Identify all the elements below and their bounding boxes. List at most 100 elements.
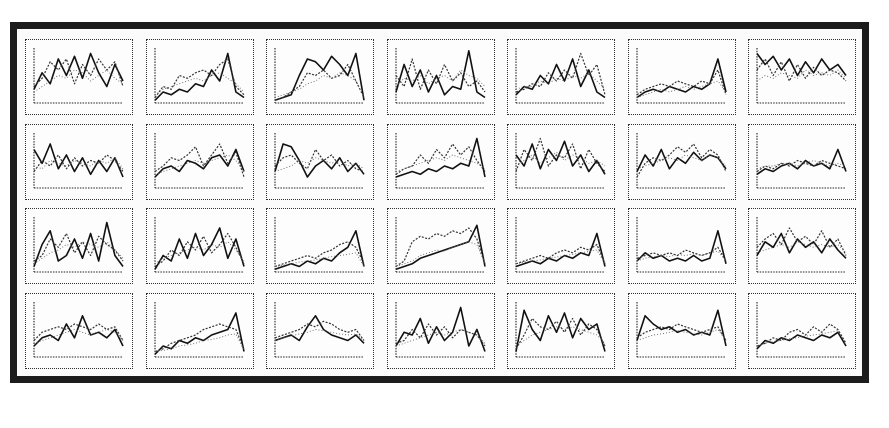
chart-panel [25, 123, 133, 200]
panel-plot [756, 301, 847, 358]
series-line [756, 53, 847, 77]
series-line [274, 156, 365, 172]
series-line [154, 322, 245, 352]
series-line [756, 330, 847, 349]
series-line [515, 232, 606, 268]
series-line [274, 252, 365, 267]
series-line [154, 154, 244, 175]
chart-panel [627, 39, 736, 115]
series-line [154, 332, 244, 352]
series-line [515, 58, 606, 99]
series-line [636, 328, 726, 341]
panel-plot [394, 132, 486, 189]
series-line [636, 246, 727, 262]
panel-plot [515, 301, 606, 358]
panel-plot [394, 48, 485, 104]
series-line [756, 159, 847, 169]
series-line [636, 322, 727, 341]
series-line [515, 308, 606, 352]
panel-plot [33, 48, 124, 104]
panel-plot [635, 217, 727, 273]
panel-plot [33, 132, 124, 189]
series-line [33, 142, 124, 177]
panel-plot [635, 301, 727, 358]
panel-plot [274, 132, 365, 189]
series-line [756, 159, 847, 172]
chart-panel [266, 292, 374, 369]
chart-frame [10, 22, 869, 383]
chart-panel [266, 208, 374, 284]
chart-panel [145, 123, 254, 200]
series-line [636, 80, 726, 98]
series-line [153, 148, 245, 178]
series-line [154, 232, 245, 267]
series-line [756, 322, 847, 347]
series-line [154, 241, 244, 265]
series-line [395, 154, 485, 172]
series-line [395, 69, 485, 87]
series-line [274, 52, 365, 102]
chart-panel [266, 39, 374, 115]
series-line [153, 311, 245, 355]
chart-panel [25, 39, 133, 115]
panel-plot [33, 301, 124, 358]
series-line [154, 58, 244, 98]
panel-plot [515, 48, 606, 104]
chart-panel [25, 208, 133, 284]
panel-plot [756, 217, 847, 273]
series-line [153, 52, 244, 101]
chart-panel [627, 208, 736, 284]
series-line [394, 50, 485, 99]
chart-panel [627, 292, 736, 369]
series-line [636, 250, 726, 262]
series-line [395, 224, 486, 271]
series-line [515, 72, 606, 90]
chart-panel [507, 208, 615, 284]
series-line [33, 221, 124, 267]
series-line [274, 328, 365, 341]
chart-panel [627, 123, 736, 200]
chart-panel [386, 208, 495, 284]
series-line [274, 314, 365, 344]
series-line [635, 308, 727, 346]
series-line [33, 314, 124, 347]
series-line [635, 229, 727, 264]
panel-plot [274, 48, 365, 104]
panel-plot [153, 301, 245, 358]
series-line [274, 63, 365, 101]
series-line [154, 142, 245, 177]
chart-panel [145, 292, 254, 369]
series-line [756, 69, 847, 82]
series-line [636, 69, 727, 96]
chart-panel [507, 39, 615, 115]
series-line [756, 241, 847, 254]
chart-panel [748, 123, 856, 200]
series-line [33, 153, 124, 172]
series-line [33, 322, 124, 341]
series-line [274, 148, 365, 172]
series-line [274, 241, 365, 268]
chart-panel [25, 292, 133, 369]
panel-plot [153, 217, 245, 273]
panel-plot [756, 132, 847, 189]
series-line [756, 148, 847, 175]
series-line [636, 58, 727, 99]
series-line [33, 52, 124, 90]
series-line [515, 249, 606, 265]
panel-plot [394, 301, 486, 358]
series-line [394, 306, 486, 352]
series-line [274, 229, 365, 271]
series-line [635, 142, 727, 177]
panel-plot [153, 48, 244, 104]
series-line [636, 154, 726, 169]
chart-panel [266, 123, 374, 200]
panel-plot [394, 217, 486, 273]
series-line [395, 241, 485, 267]
series-line [274, 142, 365, 178]
panel-plot [274, 217, 365, 273]
series-line [756, 58, 847, 82]
series-line [756, 227, 847, 256]
chart-panel [507, 123, 615, 200]
chart-panel [145, 39, 254, 115]
series-line [33, 241, 124, 265]
